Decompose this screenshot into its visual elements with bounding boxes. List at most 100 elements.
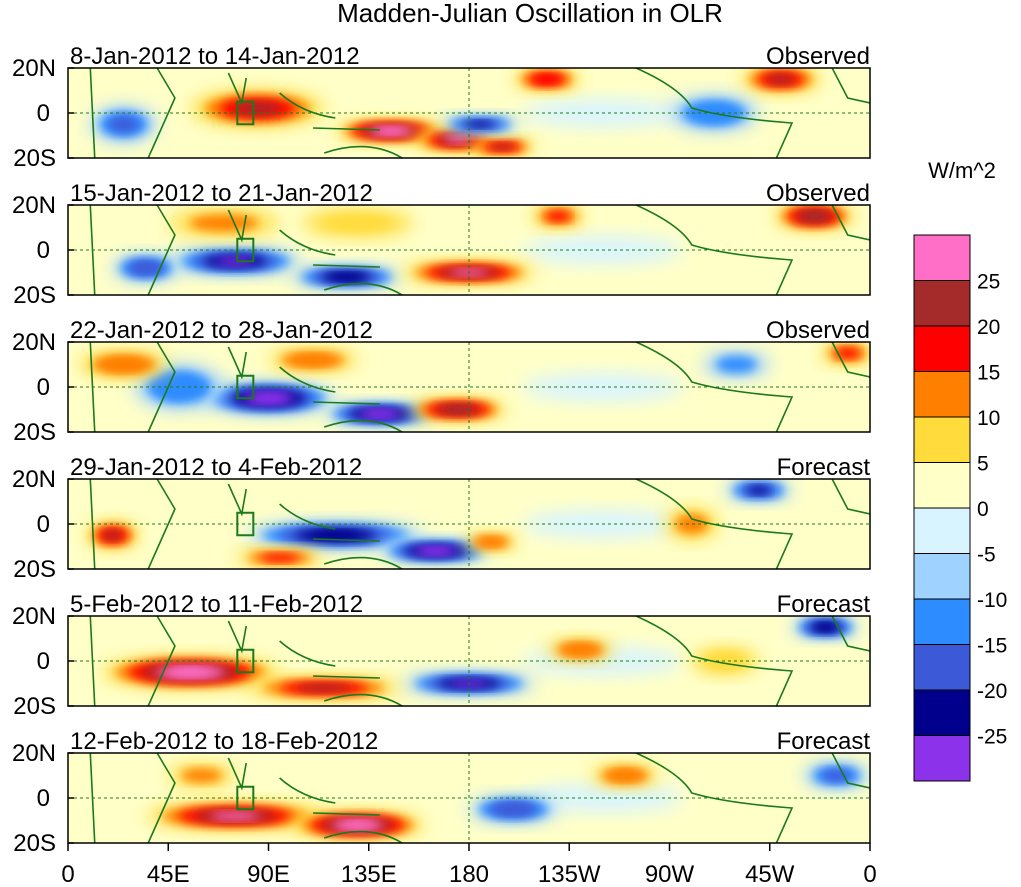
lat-label: 20N	[12, 466, 56, 493]
anomaly-contour	[209, 812, 261, 820]
lat-label: 20N	[12, 55, 56, 82]
anomaly-contour	[134, 263, 158, 273]
panel-status: Forecast	[777, 591, 871, 618]
map-panel: 5-Feb-2012 to 11-Feb-2012 Forecast 20N 0 20S	[12, 591, 871, 720]
panel-dates: 22-Jan-2012 to 28-Jan-2012	[70, 317, 373, 344]
lat-label: 20S	[13, 830, 56, 857]
lat-label: 20N	[12, 192, 56, 219]
west-africa-coast	[831, 68, 870, 104]
lon-label: 45W	[745, 861, 795, 887]
index-box	[236, 785, 255, 811]
india-coast	[227, 346, 248, 380]
lat-label: 0	[37, 100, 50, 127]
panel-status: Observed	[766, 43, 870, 70]
americas-coast	[635, 205, 794, 295]
figure-title: Madden-Julian Oscillation in OLR	[337, 0, 723, 28]
anomaly-contour	[445, 136, 471, 144]
colorbar-swatch	[913, 507, 971, 554]
panel-dates: 15-Jan-2012 to 21-Jan-2012	[70, 180, 373, 207]
colorbar-swatch	[913, 325, 971, 372]
colorbar-swatch	[913, 644, 971, 691]
lat-label: 0	[37, 374, 50, 401]
colorbar-swatch	[913, 598, 971, 645]
panel-status: Observed	[766, 180, 870, 207]
lon-label: 45E	[147, 861, 190, 887]
lat-label: 0	[37, 785, 50, 812]
colorbar-label: 0	[977, 498, 989, 521]
lon-label: 180	[449, 861, 489, 887]
coastlines	[89, 479, 870, 569]
india-coast	[227, 483, 248, 517]
index-box	[236, 100, 255, 126]
americas-coast	[635, 616, 794, 706]
anomaly-contour	[821, 769, 852, 782]
map-panel: 29-Jan-2012 to 4-Feb-2012 Forecast 20N 0 20S	[12, 454, 871, 583]
anomaly-contour	[297, 684, 352, 692]
anomaly-contour	[259, 553, 300, 562]
west-africa-coast	[831, 479, 870, 515]
colorbar-swatch	[913, 735, 971, 782]
colorbar-label: -25	[977, 726, 1007, 749]
anomaly-contour	[498, 804, 530, 814]
colorbar-swatch	[913, 234, 971, 281]
map-panel: 15-Jan-2012 to 21-Jan-2012 Observed 20N 0 20…	[12, 180, 871, 309]
colorbar-label: 10	[977, 407, 1000, 430]
americas-coast	[635, 479, 794, 569]
lon-label: 0	[863, 861, 876, 887]
panel-dates: 12-Feb-2012 to 18-Feb-2012	[70, 728, 378, 755]
lat-label: 0	[37, 237, 50, 264]
anomaly-contour	[103, 358, 144, 371]
colorbar-boxes	[913, 234, 971, 782]
olr-anomaly-field	[90, 68, 821, 156]
anomaly-contour	[189, 214, 259, 232]
anomaly-contour	[159, 377, 200, 397]
maritime-continent-coast	[279, 503, 403, 569]
anomaly-contour	[535, 75, 559, 84]
lon-label: 135E	[341, 861, 397, 887]
anomaly-contour	[215, 257, 255, 266]
anomaly-contour	[309, 531, 361, 540]
panel-status: Forecast	[777, 454, 871, 481]
anomaly-contour	[103, 530, 122, 540]
anomaly-contour	[422, 548, 450, 554]
lat-label: 20S	[13, 693, 56, 720]
americas-coast	[635, 68, 794, 158]
anomaly-contour	[835, 348, 860, 359]
anomaly-contour	[108, 116, 139, 133]
panel-dates: 5-Feb-2012 to 11-Feb-2012	[70, 591, 363, 618]
colorbar-swatch	[913, 689, 971, 736]
anomaly-contour	[181, 768, 223, 783]
colorbar-swatch	[913, 280, 971, 327]
anomaly-contour	[330, 273, 363, 281]
panel-dates: 8-Jan-2012 to 14-Jan-2012	[70, 43, 360, 70]
colorbar-label: -20	[977, 680, 1007, 703]
lon-axis: 0 45E 90E 135E 180 135W 90W 45W 0	[61, 843, 877, 887]
anomaly-contour	[366, 411, 394, 417]
lat-label: 20N	[12, 740, 56, 767]
anomaly-contour	[546, 211, 570, 222]
anomaly-contour	[802, 212, 826, 221]
lat-label: 0	[37, 511, 50, 538]
west-africa-coast	[831, 342, 870, 378]
panel-dates: 29-Jan-2012 to 4-Feb-2012	[70, 454, 362, 481]
lat-label: 20N	[12, 603, 56, 630]
map-panel: 12-Feb-2012 to 18-Feb-2012 Forecast 20N 0 20…	[12, 728, 871, 857]
lon-label: 0	[61, 861, 74, 887]
colorbar-label: -10	[977, 589, 1007, 612]
colorbar-label: -15	[977, 635, 1007, 658]
colorbar-label: 20	[977, 316, 1000, 339]
anomaly-contour	[610, 770, 640, 781]
lat-label: 20S	[13, 556, 56, 583]
west-africa-coast	[831, 205, 870, 241]
anomaly-contour	[479, 538, 504, 546]
americas-coast	[635, 342, 794, 432]
index-box	[236, 648, 255, 674]
colorbar-units: W/m^2	[928, 158, 996, 183]
americas-coast	[635, 753, 794, 843]
maritime-continent-coast	[279, 92, 403, 158]
india-coast	[227, 209, 248, 243]
anomaly-contour	[565, 644, 596, 655]
lat-label: 20S	[13, 145, 56, 172]
anomaly-contour	[746, 486, 771, 495]
